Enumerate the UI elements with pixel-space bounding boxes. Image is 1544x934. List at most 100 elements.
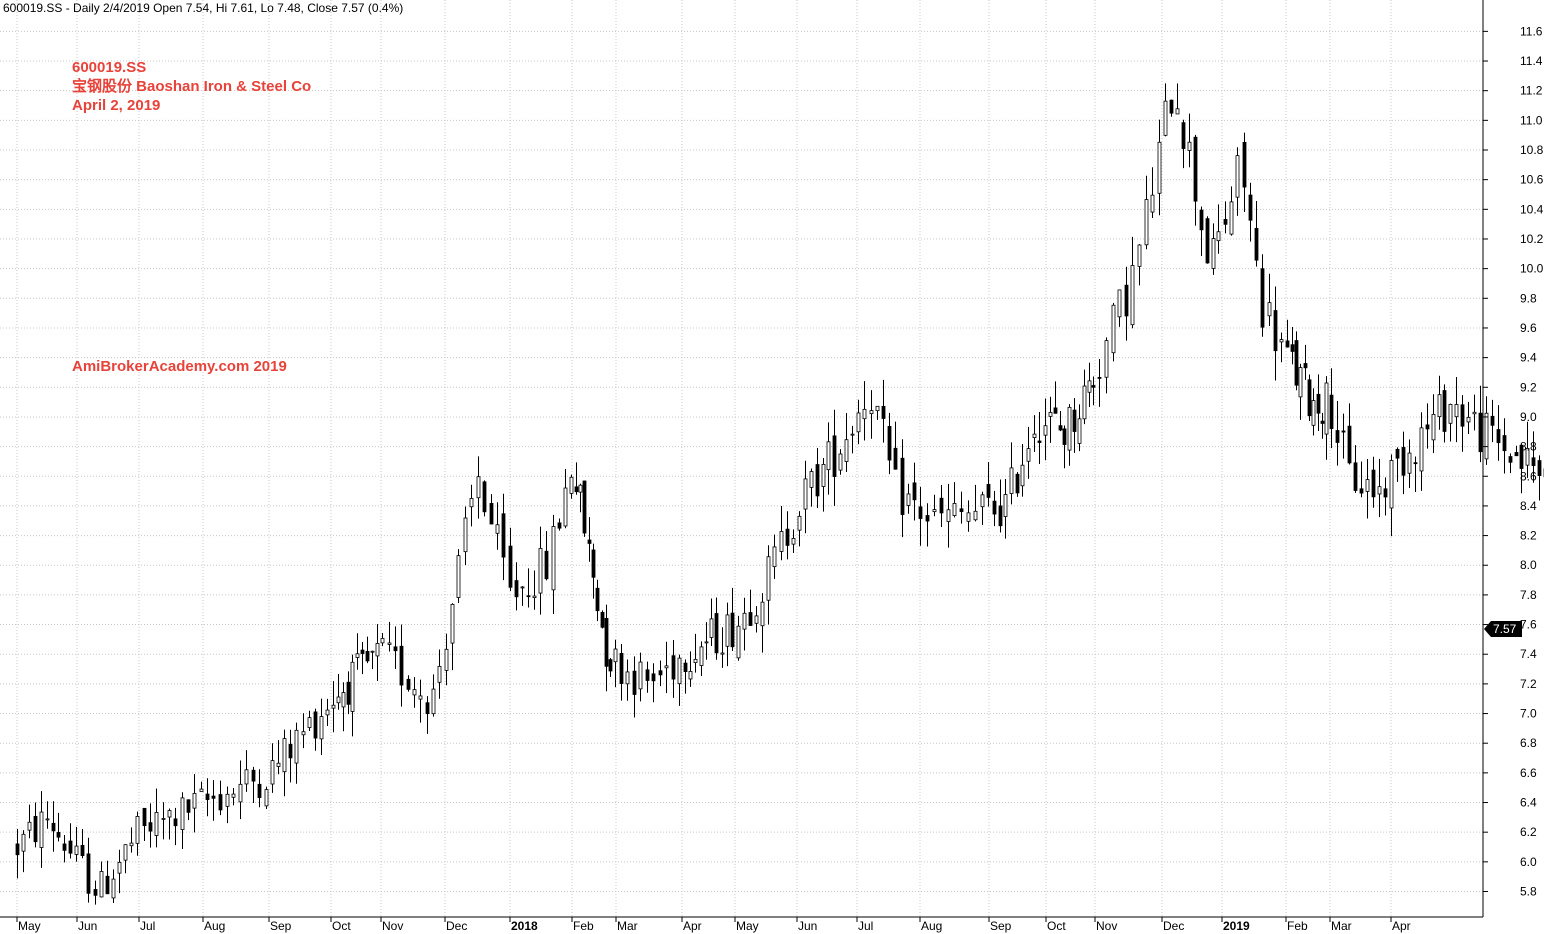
candle-body <box>1395 448 1400 459</box>
candle-body <box>704 641 709 644</box>
candle-body <box>683 662 688 673</box>
candle-body <box>1137 244 1142 267</box>
y-tick-label: 11.4 <box>1520 54 1543 68</box>
candle-body <box>1058 425 1063 431</box>
candle-body <box>551 526 556 591</box>
candle-body <box>748 612 753 626</box>
candle-body <box>1254 227 1259 261</box>
candle-body <box>99 871 104 898</box>
candle-body <box>1037 440 1042 443</box>
candle-body <box>257 783 262 798</box>
candle-body <box>569 476 574 494</box>
candle-body <box>1496 429 1501 444</box>
x-tick-label: Oct <box>332 919 351 933</box>
candle-body <box>797 515 802 531</box>
candle-body <box>341 692 346 708</box>
candle-body <box>1150 194 1155 213</box>
candle-body <box>1157 141 1162 194</box>
y-tick-label: 9.6 <box>1520 321 1537 335</box>
candle-body <box>346 681 351 705</box>
candle-body <box>887 426 892 461</box>
candle-body <box>1514 452 1519 457</box>
candle-body <box>218 794 223 811</box>
candle-body <box>1043 425 1048 436</box>
candle-body <box>211 795 216 799</box>
candle-body <box>444 648 449 671</box>
candle-body <box>276 762 281 767</box>
candle-body <box>1267 302 1272 317</box>
candle-body <box>1111 304 1116 354</box>
candle-body <box>1124 284 1129 317</box>
candle-body <box>1389 460 1394 509</box>
candle-body <box>1324 382 1329 435</box>
candle-body <box>557 522 562 529</box>
candle-body <box>186 799 191 813</box>
candle-body <box>664 665 669 669</box>
y-tick-label: 8.2 <box>1520 529 1537 543</box>
candle-body <box>1181 122 1186 149</box>
candle-body <box>463 517 468 553</box>
candle-body <box>671 655 676 680</box>
x-axis: May Jun Jul Aug Sep Oct Nov Dec 2018 Feb Mar Apr May… <box>16 917 1411 933</box>
candle-body <box>1335 430 1340 443</box>
candle-body <box>15 843 20 856</box>
candle-body <box>264 789 269 807</box>
candle-body <box>699 646 704 666</box>
candle-body <box>998 505 1003 527</box>
candle-body <box>1104 340 1109 378</box>
x-tick-label: May <box>736 919 759 933</box>
candle-body <box>986 484 991 498</box>
candle-body <box>301 731 306 736</box>
horizontal-gridlines <box>0 30 1483 892</box>
candle-body <box>489 503 494 525</box>
last-price-tag-background <box>1484 621 1522 638</box>
candle-body <box>331 704 336 709</box>
candle-body <box>105 875 110 895</box>
candle-body <box>574 486 579 493</box>
candle-body <box>93 889 98 896</box>
candle-body <box>1316 393 1321 414</box>
candle-body <box>51 822 56 832</box>
candle-body <box>294 729 299 764</box>
candle-body <box>881 405 886 419</box>
x-tick-label: Mar <box>1331 919 1352 933</box>
candle-body <box>966 512 971 522</box>
candle-body <box>476 476 481 499</box>
candle-body <box>111 878 116 899</box>
candle-body <box>1448 403 1453 424</box>
candle-body <box>1290 344 1295 352</box>
candle-body <box>1223 218 1228 225</box>
candle-body <box>1484 412 1489 460</box>
candle-body <box>199 788 204 792</box>
candle-body <box>62 843 67 851</box>
candle-body <box>80 844 85 857</box>
candle-body <box>142 807 147 827</box>
candle-body <box>1072 409 1077 432</box>
candle-body <box>1298 367 1303 398</box>
candle-body <box>1053 407 1058 414</box>
candle-body <box>1419 427 1424 472</box>
candle-body <box>450 603 455 644</box>
candle-body <box>1077 418 1082 444</box>
candle-body <box>399 645 404 686</box>
candle-body <box>900 457 905 515</box>
candle-body <box>135 816 140 844</box>
candle-body <box>154 812 159 836</box>
candle-body <box>117 861 122 874</box>
candle-body <box>742 612 747 630</box>
x-tick-label: Apr <box>683 919 702 933</box>
candle-body <box>693 658 698 664</box>
candle-body <box>355 653 360 658</box>
candle-body <box>375 643 380 657</box>
watermark-annotation: AmiBrokerAcademy.com 2019 <box>72 358 287 375</box>
candle-body <box>587 539 592 544</box>
candle-body <box>456 555 461 598</box>
candle-body <box>613 648 618 663</box>
x-tick-label: 2019 <box>1223 919 1250 933</box>
y-tick-label: 7.0 <box>1520 707 1537 721</box>
x-tick-label: Jun <box>798 919 817 933</box>
y-tick-label: 10.8 <box>1520 143 1544 157</box>
candle-body <box>1359 488 1364 494</box>
y-tick-label: 8.0 <box>1520 558 1537 572</box>
candle-body <box>161 818 166 820</box>
